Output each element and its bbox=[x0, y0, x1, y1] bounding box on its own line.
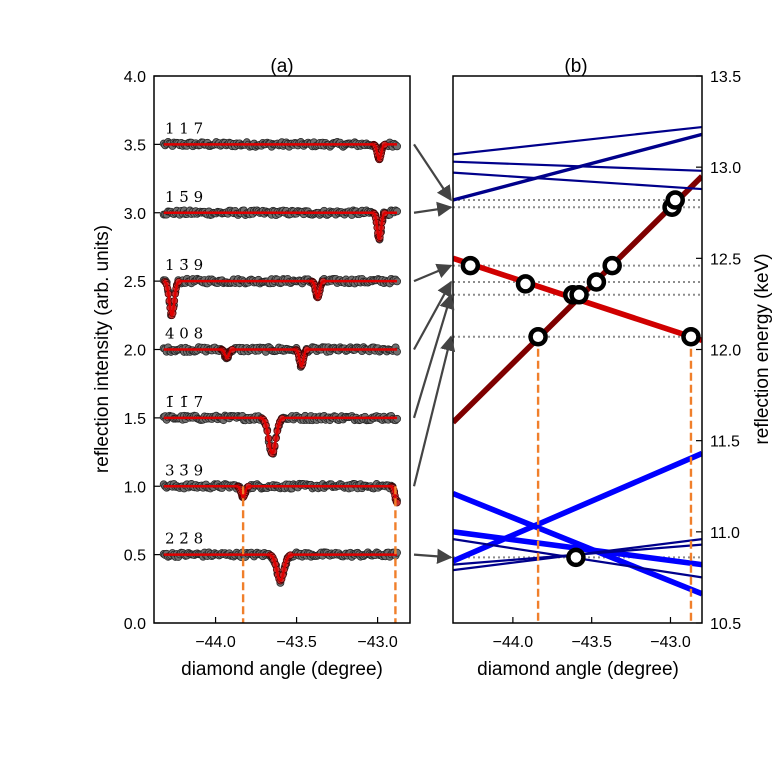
panel-a-x-tick-label: −43.0 bbox=[357, 634, 398, 651]
connector-arrow bbox=[412, 293, 455, 419]
panel-b-label: (b) bbox=[564, 56, 587, 77]
panel-a-series-label: 1 1 7 bbox=[165, 119, 203, 137]
panel-a-y-tick-label: 3.5 bbox=[124, 137, 146, 154]
panel-a-y-tick-label: 0.0 bbox=[124, 616, 146, 633]
panel-b-crossing-circle bbox=[460, 255, 481, 276]
panel-b-crossing-circle bbox=[528, 326, 548, 347]
panel-b-y-tick-label: 11.5 bbox=[710, 434, 740, 451]
panel-a-fit-line bbox=[163, 485, 398, 504]
connector-arrow bbox=[412, 335, 456, 487]
panel-b-crossing-circle bbox=[569, 285, 589, 305]
panel-a-y-tick-label: 2.0 bbox=[124, 343, 146, 360]
connector-arrow bbox=[413, 263, 453, 283]
panel-b-x-tick-label: −43.5 bbox=[571, 634, 612, 651]
panel-b-energy-levels bbox=[453, 198, 702, 559]
panel-a-fit-line bbox=[163, 553, 398, 582]
panel-b-y-tick-label: 12.5 bbox=[710, 251, 741, 268]
panel-b-y-tick-label: 10.5 bbox=[710, 616, 741, 633]
panel-a-fit-line bbox=[163, 211, 398, 241]
panel-a-fit-lines bbox=[163, 143, 398, 582]
panel-b: (b) 10.511.011.512.012.513.013.5 −44.0 −4… bbox=[452, 56, 773, 680]
panel-a-series-label: 1 5̄ 9 bbox=[165, 188, 203, 206]
panel-b-crossing-circle bbox=[602, 255, 622, 276]
panel-a-y-tick-label: 3.0 bbox=[124, 206, 146, 223]
panel-b-y-tick-label: 12.0 bbox=[710, 343, 741, 360]
panel-a-x-tick-label: −43.5 bbox=[276, 634, 317, 651]
connector-arrow bbox=[413, 280, 452, 351]
panel-a-y-tick-label: 1.5 bbox=[124, 411, 146, 428]
panel-a-fit-line bbox=[163, 348, 398, 368]
panel-b-crossing-circle bbox=[665, 190, 685, 210]
panel-a-series-label: 4 0 8 bbox=[165, 325, 203, 343]
panel-a-x-label: diamond angle (degree) bbox=[181, 659, 383, 680]
panel-a-label: (a) bbox=[270, 56, 293, 77]
connector-arrow bbox=[413, 143, 452, 202]
panel-b-crossing-circle bbox=[681, 326, 701, 347]
panel-a-vertical-markers bbox=[241, 486, 397, 623]
panel-b-dispersion-line bbox=[453, 171, 702, 191]
panel-a-y-label: reflection intensity (arb. units) bbox=[92, 225, 113, 473]
panel-b-x-tick-label: −43.0 bbox=[650, 634, 691, 651]
panel-b-dispersion-line bbox=[453, 125, 702, 156]
panel-a-y-tick-label: 2.5 bbox=[124, 274, 146, 291]
panel-a-x-axis: −44.0 −43.5 −43.0 bbox=[195, 617, 398, 651]
panel-a-fit-line bbox=[163, 279, 398, 318]
connector-arrows bbox=[412, 143, 456, 565]
connector-arrow bbox=[413, 548, 453, 565]
panel-b-crossing-circles bbox=[460, 190, 701, 568]
panel-b-x-label: diamond angle (degree) bbox=[477, 659, 679, 680]
panel-b-crossing-circle bbox=[515, 274, 536, 294]
panel-b-dispersion-line bbox=[453, 490, 702, 597]
panel-a-series-label: 2 2̄ 8 bbox=[165, 530, 203, 548]
panel-a-fit-line bbox=[163, 143, 398, 161]
panel-a-y-tick-label: 4.0 bbox=[124, 69, 146, 86]
panel-b-y-label: reflection energy (keV) bbox=[752, 253, 773, 444]
panel-a-y-axis: 0.0 0.5 1.0 1.5 2.0 2.5 3.0 3.5 4.0 bbox=[124, 69, 160, 633]
panel-b-crossing-circle bbox=[586, 272, 607, 292]
panel-a-series-label: 1 3̄ 9 bbox=[165, 256, 203, 274]
panel-a-series-label: 3 3̄ 9 bbox=[165, 461, 203, 479]
panel-a-series-labels: 1 1 7 1 5̄ 9 1 3̄ 9 4 0 8 1̄ 1̄ 7 3 3̄ 9 2 2̄ … bbox=[165, 119, 203, 547]
panel-a-series-label: 1̄ 1̄ 7 bbox=[165, 393, 203, 411]
panel-b-crossing-circle bbox=[566, 547, 586, 568]
panel-b-y-tick-label: 13.5 bbox=[710, 69, 741, 86]
panel-a-y-tick-label: 0.5 bbox=[124, 548, 146, 565]
connector-arrow bbox=[413, 201, 453, 217]
panel-b-y-tick-label: 13.0 bbox=[710, 160, 741, 177]
panel-b-x-axis: −44.0 −43.5 −43.0 bbox=[493, 617, 691, 651]
panel-a-y-tick-label: 1.0 bbox=[124, 479, 146, 496]
panel-b-x-tick-label: −44.0 bbox=[493, 634, 534, 651]
panel-b-dispersion-line bbox=[453, 132, 702, 202]
panel-b-y-tick-label: 11.0 bbox=[710, 525, 740, 542]
panel-a-fit-line bbox=[163, 416, 398, 455]
panel-b-dispersion-lines bbox=[453, 125, 702, 597]
panel-a-x-tick-label: −44.0 bbox=[195, 634, 236, 651]
panel-b-y-axis: 10.5 11.0 11.5 12.0 12.5 13.0 13.5 bbox=[696, 69, 741, 633]
panel-b-dispersion-line bbox=[453, 450, 702, 564]
panel-a: (a) 1 1 7 1 5̄ 9 1 3̄ 9 4 0 8 1̄ 1̄ 7 3 3̄ 9 2… bbox=[92, 56, 411, 680]
